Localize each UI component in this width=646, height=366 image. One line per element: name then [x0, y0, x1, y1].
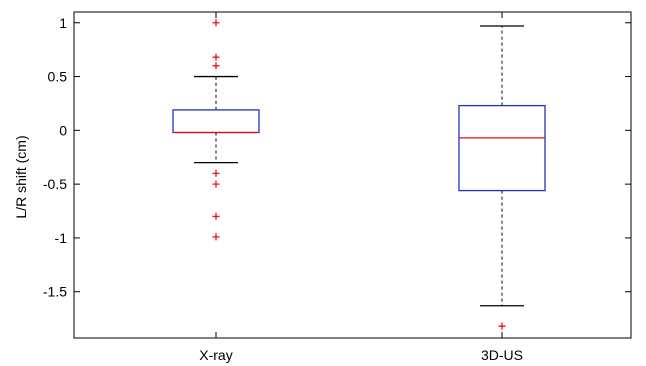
plot-frame [73, 11, 632, 339]
x-axis: X-ray 3D-US [199, 12, 523, 363]
y-axis: 1 0.5 0 -0.5 -1 -1.5 [43, 15, 631, 300]
y-tick-label: 0.5 [48, 69, 68, 85]
iqr-box [172, 109, 260, 134]
outlier-point [498, 322, 506, 330]
outlier-point [212, 233, 220, 241]
y-tick-label: 1 [59, 15, 67, 31]
x-tick-label: X-ray [199, 347, 232, 363]
outlier-point [212, 212, 220, 220]
y-tick-label: -0.5 [43, 176, 67, 192]
box-x-ray [172, 19, 260, 241]
x-tick-label: 3D-US [481, 347, 523, 363]
y-tick-label: -1.5 [43, 284, 67, 300]
y-axis-title: L/R shift (cm) [13, 135, 29, 218]
outlier-point [212, 180, 220, 188]
outlier-point [212, 169, 220, 177]
box-3d-us [458, 25, 546, 330]
plot-area [73, 11, 632, 339]
outlier-point [212, 62, 220, 70]
y-tick-label: -1 [55, 230, 68, 246]
y-tick-label: 0 [59, 122, 67, 138]
outlier-point [212, 19, 220, 27]
outlier-point [212, 53, 220, 61]
iqr-box [458, 104, 546, 192]
